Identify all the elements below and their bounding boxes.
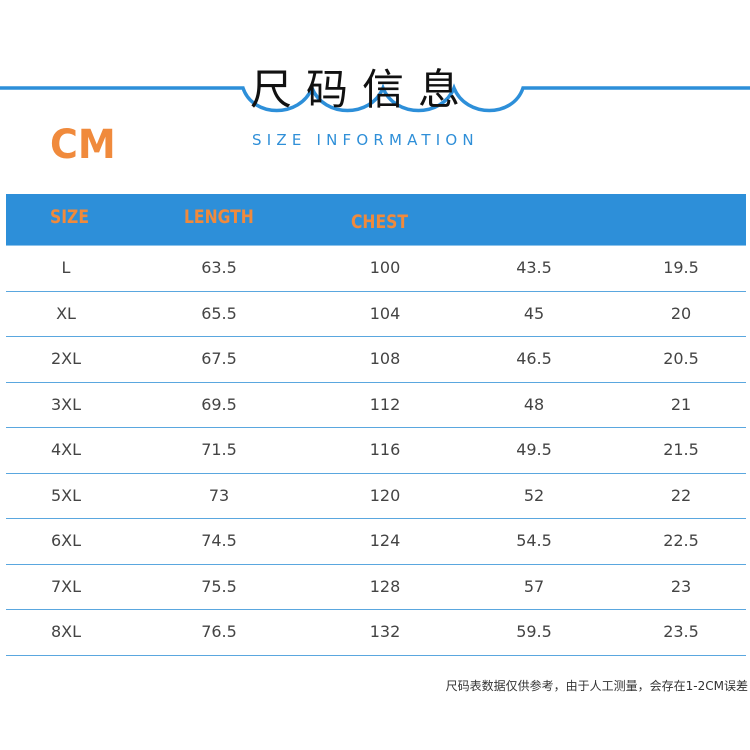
table-cell: 100 bbox=[369, 258, 401, 277]
table-cell: 69.5 bbox=[201, 394, 237, 414]
table-cell: L bbox=[61, 258, 71, 277]
table-row: L 63.5 100 43.5 19.5 bbox=[6, 246, 746, 292]
table-cell: 132 bbox=[369, 622, 401, 641]
table-cell: 22 bbox=[670, 485, 692, 505]
table-cell: 74.5 bbox=[201, 531, 237, 550]
table-cell: 48 bbox=[523, 394, 545, 414]
table-cell: 46.5 bbox=[516, 349, 552, 368]
table-cell: 5XL bbox=[50, 485, 82, 505]
table-cell: 112 bbox=[369, 394, 401, 414]
table-cell: 67.5 bbox=[201, 349, 237, 368]
table-cell: 57 bbox=[523, 576, 545, 596]
table-cell: 73 bbox=[208, 485, 230, 505]
column-header-size: SIZE bbox=[50, 206, 89, 228]
table-header-row: SIZE LENGTH CHEST bbox=[6, 194, 746, 246]
table-cell: 43.5 bbox=[516, 258, 552, 277]
table-cell: 128 bbox=[369, 576, 401, 596]
table-cell: 116 bbox=[369, 440, 401, 459]
table-cell: 108 bbox=[369, 349, 401, 368]
table-cell: 52 bbox=[523, 485, 545, 505]
table-cell: 75.5 bbox=[201, 576, 237, 596]
table-row: XL 65.5 104 45 20 bbox=[6, 292, 746, 337]
table-cell: 21 bbox=[670, 394, 692, 414]
table-cell: 49.5 bbox=[516, 440, 552, 459]
table-cell: 23 bbox=[670, 576, 692, 596]
table-cell: 3XL bbox=[50, 394, 82, 414]
column-header-chest: CHEST bbox=[351, 211, 408, 233]
table-cell: 45 bbox=[523, 303, 545, 323]
table-cell: 23.5 bbox=[663, 622, 699, 641]
table-cell: 63.5 bbox=[201, 258, 237, 277]
page-header: 尺码信息 SIZE INFORMATION CM bbox=[0, 0, 750, 190]
table-cell: 20.5 bbox=[663, 349, 699, 368]
table-cell: 4XL bbox=[50, 440, 82, 459]
table-cell: 65.5 bbox=[201, 303, 237, 323]
table-cell: 6XL bbox=[50, 531, 82, 550]
table-cell: XL bbox=[56, 303, 76, 323]
unit-label: CM bbox=[50, 122, 116, 168]
table-row: 3XL 69.5 112 48 21 bbox=[6, 383, 746, 428]
table-cell: 2XL bbox=[50, 349, 82, 368]
table-cell: 76.5 bbox=[201, 622, 237, 641]
table-cell: 124 bbox=[369, 531, 401, 550]
table-cell: 54.5 bbox=[516, 531, 552, 550]
page-title: 尺码信息 bbox=[250, 65, 475, 114]
title-wave-decoration bbox=[0, 83, 750, 113]
table-row: 2XL 67.5 108 46.5 20.5 bbox=[6, 337, 746, 383]
table-cell: 22.5 bbox=[663, 531, 699, 550]
table-cell: 71.5 bbox=[201, 440, 237, 459]
table-cell: 59.5 bbox=[516, 622, 552, 641]
table-row: 8XL 76.5 132 59.5 23.5 bbox=[6, 610, 746, 656]
table-body: L 63.5 100 43.5 19.5 XL 65.5 104 45 20 2XL 67.5 108 4… bbox=[6, 246, 746, 656]
page-subtitle: SIZE INFORMATION bbox=[252, 131, 479, 149]
table-cell: 19.5 bbox=[663, 258, 699, 277]
table-row: 5XL 73 120 52 22 bbox=[6, 474, 746, 519]
table-row: 4XL 71.5 116 49.5 21.5 bbox=[6, 428, 746, 474]
table-cell: 21.5 bbox=[663, 440, 699, 459]
column-header-length: LENGTH bbox=[184, 206, 254, 228]
table-cell: 8XL bbox=[50, 622, 82, 641]
table-cell: 20 bbox=[670, 303, 692, 323]
table-cell: 104 bbox=[369, 303, 401, 323]
measurement-footnote: 尺码表数据仅供参考，由于人工测量，会存在1-2CM误差 bbox=[445, 679, 748, 693]
table-row: 7XL 75.5 128 57 23 bbox=[6, 565, 746, 610]
table-row: 6XL 74.5 124 54.5 22.5 bbox=[6, 519, 746, 565]
table-cell: 120 bbox=[369, 485, 401, 505]
size-table: SIZE LENGTH CHEST L 63.5 100 43.5 19.5 XL 65.5… bbox=[6, 194, 746, 656]
table-cell: 7XL bbox=[50, 576, 82, 596]
